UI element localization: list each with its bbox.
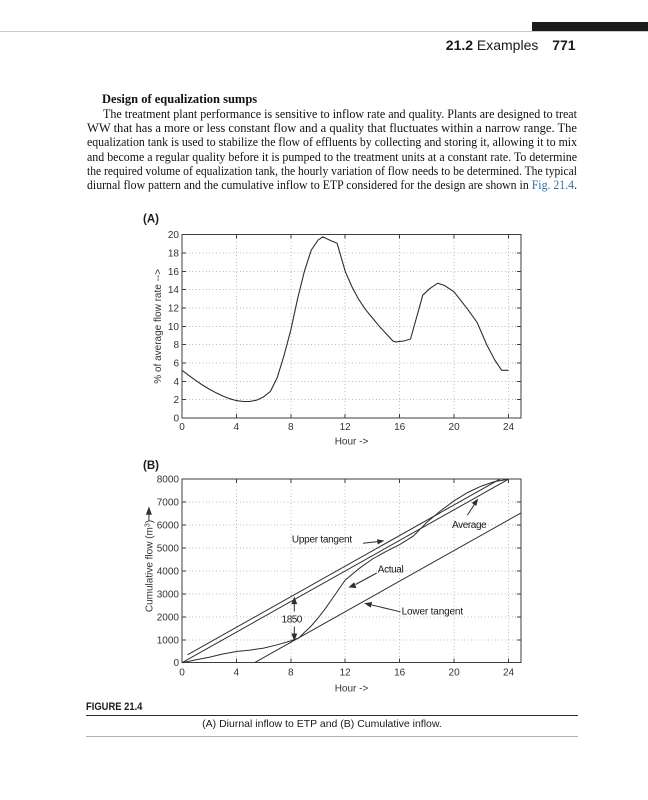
svg-text:1850: 1850 <box>282 614 303 625</box>
svg-text:2000: 2000 <box>157 612 180 623</box>
svg-text:(A): (A) <box>143 213 159 225</box>
svg-text:18: 18 <box>168 248 180 259</box>
svg-text:8: 8 <box>288 668 294 679</box>
svg-text:14: 14 <box>168 285 180 296</box>
svg-text:10: 10 <box>168 322 180 333</box>
svg-text:% of average flow rate -->: % of average flow rate --> <box>153 269 164 384</box>
svg-text:Upper tangent: Upper tangent <box>292 534 352 545</box>
svg-text:16: 16 <box>394 422 406 433</box>
svg-text:6: 6 <box>173 359 179 370</box>
svg-text:24: 24 <box>503 668 515 679</box>
svg-text:12: 12 <box>168 304 180 315</box>
svg-text:(B): (B) <box>143 460 159 472</box>
svg-text:Hour ->: Hour -> <box>335 684 369 695</box>
svg-text:20: 20 <box>449 668 461 679</box>
svg-text:4: 4 <box>173 377 179 388</box>
svg-text:8: 8 <box>173 340 179 351</box>
svg-text:4: 4 <box>234 668 240 679</box>
svg-text:24: 24 <box>503 422 515 433</box>
svg-text:8000: 8000 <box>157 475 180 486</box>
svg-text:0: 0 <box>173 414 179 425</box>
svg-text:8: 8 <box>288 422 294 433</box>
svg-text:2: 2 <box>173 395 179 406</box>
svg-text:Average: Average <box>452 520 487 531</box>
svg-text:4: 4 <box>234 422 240 433</box>
svg-text:Actual: Actual <box>378 565 404 576</box>
svg-text:12: 12 <box>340 422 352 433</box>
svg-text:0: 0 <box>179 668 185 679</box>
svg-text:7000: 7000 <box>157 498 180 509</box>
svg-text:20: 20 <box>449 422 461 433</box>
svg-text:6000: 6000 <box>157 521 180 532</box>
svg-text:16: 16 <box>394 668 406 679</box>
svg-text:Cumulative flow (m3): Cumulative flow (m3) <box>145 520 156 612</box>
svg-text:16: 16 <box>168 267 180 278</box>
svg-text:12: 12 <box>340 668 352 679</box>
svg-text:0: 0 <box>173 658 179 669</box>
svg-text:20: 20 <box>168 230 180 241</box>
svg-text:3000: 3000 <box>157 589 180 600</box>
svg-text:0: 0 <box>179 422 185 433</box>
svg-text:5000: 5000 <box>157 544 180 555</box>
svg-text:Hour ->: Hour -> <box>335 437 369 448</box>
svg-text:4000: 4000 <box>157 567 180 578</box>
svg-text:1000: 1000 <box>157 635 180 646</box>
svg-text:Lower tangent: Lower tangent <box>402 607 464 618</box>
